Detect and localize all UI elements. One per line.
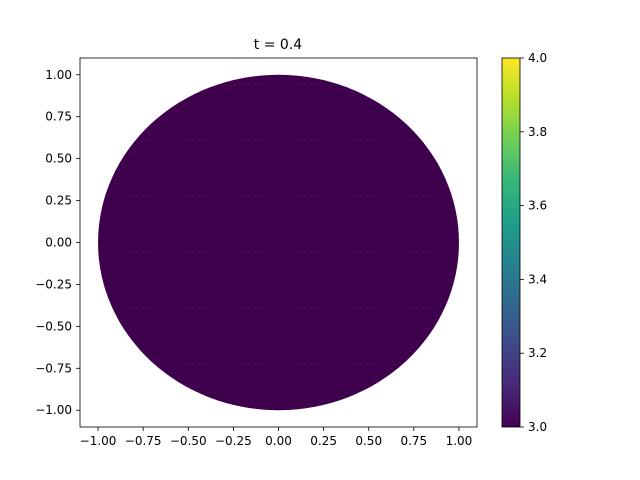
colorbar-tick-label: 3.0 bbox=[528, 420, 547, 434]
x-tick-label: 0.00 bbox=[265, 434, 292, 448]
triangular-mesh bbox=[98, 74, 459, 411]
y-tick-label: −0.25 bbox=[35, 277, 72, 291]
x-axis: −1.00 −0.75 −0.50 −0.25 0.00 0.25 0.50 0.75 1.00 bbox=[80, 427, 473, 448]
colorbar-tick-label: 3.6 bbox=[528, 199, 547, 213]
colorbar-tick-label: 3.4 bbox=[528, 272, 547, 286]
y-tick-label: 0.75 bbox=[45, 110, 72, 124]
colorbar-tick-label: 4.0 bbox=[528, 51, 547, 65]
y-tick-label: 0.50 bbox=[45, 152, 72, 166]
colorbar-gradient bbox=[501, 57, 521, 428]
x-tick-label: −0.25 bbox=[215, 434, 252, 448]
x-tick-label: 0.50 bbox=[355, 434, 382, 448]
colorbar-tick-label: 3.8 bbox=[528, 125, 547, 139]
y-tick-label: −0.75 bbox=[35, 361, 72, 375]
y-tick-label: 0.00 bbox=[45, 236, 72, 250]
x-tick-label: 1.00 bbox=[446, 434, 473, 448]
y-tick-label: 1.00 bbox=[45, 68, 72, 82]
x-tick-label: −0.50 bbox=[170, 434, 207, 448]
chart-title: t = 0.4 bbox=[254, 37, 302, 53]
y-axis: 1.00 0.75 0.50 0.25 0.00 −0.25 −0.50 −0.75 −1.00 bbox=[35, 68, 80, 417]
x-tick-label: 0.25 bbox=[310, 434, 337, 448]
y-tick-label: −1.00 bbox=[35, 403, 72, 417]
y-tick-label: −0.50 bbox=[35, 319, 72, 333]
plot-area bbox=[79, 57, 478, 428]
colorbar-tick-label: 3.2 bbox=[528, 346, 547, 360]
y-tick-label: 0.25 bbox=[45, 194, 72, 208]
x-tick-label: −1.00 bbox=[80, 434, 117, 448]
colorbar: 3.0 3.2 3.4 3.6 3.8 4.0 bbox=[501, 51, 547, 434]
x-tick-label: 0.75 bbox=[400, 434, 427, 448]
x-tick-label: −0.75 bbox=[125, 434, 162, 448]
